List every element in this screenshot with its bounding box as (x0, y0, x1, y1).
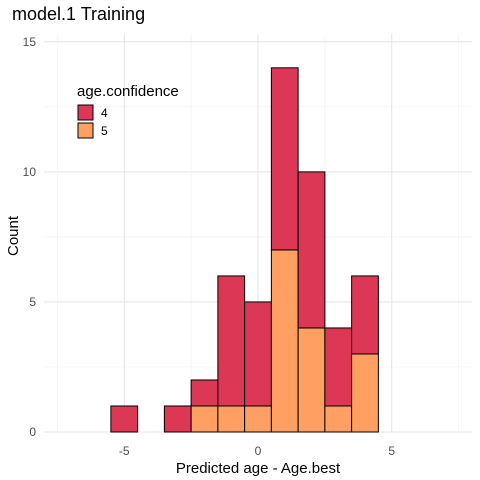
x-axis-title: Predicted age - Age.best (176, 460, 341, 477)
histogram-bar (244, 301, 272, 407)
histogram-bar (324, 405, 353, 433)
legend-title: age.confidence (77, 83, 179, 100)
legend-key (77, 122, 94, 139)
histogram-bar (351, 353, 379, 433)
y-tick-label: 15 (23, 35, 37, 49)
histogram-bar (163, 405, 192, 433)
bars (110, 67, 379, 433)
histogram-bar (324, 327, 353, 407)
histogram-bar (244, 405, 272, 433)
legend-label: 4 (101, 106, 108, 120)
histogram-bar (217, 275, 246, 407)
x-tick-label: 0 (255, 444, 262, 458)
histogram-bar (270, 67, 299, 251)
x-axis-ticks: -5 0 5 (119, 444, 395, 458)
histogram-bar (297, 171, 326, 329)
histogram-bar (190, 405, 219, 433)
legend: age.confidence 4 5 (77, 83, 179, 139)
x-tick-label: 5 (388, 444, 395, 458)
histogram-bar (351, 275, 379, 355)
y-axis-title: Count (5, 215, 22, 256)
y-tick-label: 5 (29, 295, 36, 309)
histogram-bar (110, 405, 139, 433)
y-axis-ticks: 0 5 10 15 (23, 35, 37, 439)
histogram-bar (270, 249, 299, 433)
histogram-bar (297, 327, 326, 433)
histogram-bar (190, 379, 219, 407)
x-tick-label: -5 (119, 444, 130, 458)
y-tick-label: 10 (23, 165, 37, 179)
histogram-bar (217, 405, 246, 433)
legend-label: 5 (101, 124, 108, 138)
chart-title: model.1 Training (12, 4, 145, 24)
legend-key (77, 104, 94, 121)
y-tick-label: 0 (29, 425, 36, 439)
